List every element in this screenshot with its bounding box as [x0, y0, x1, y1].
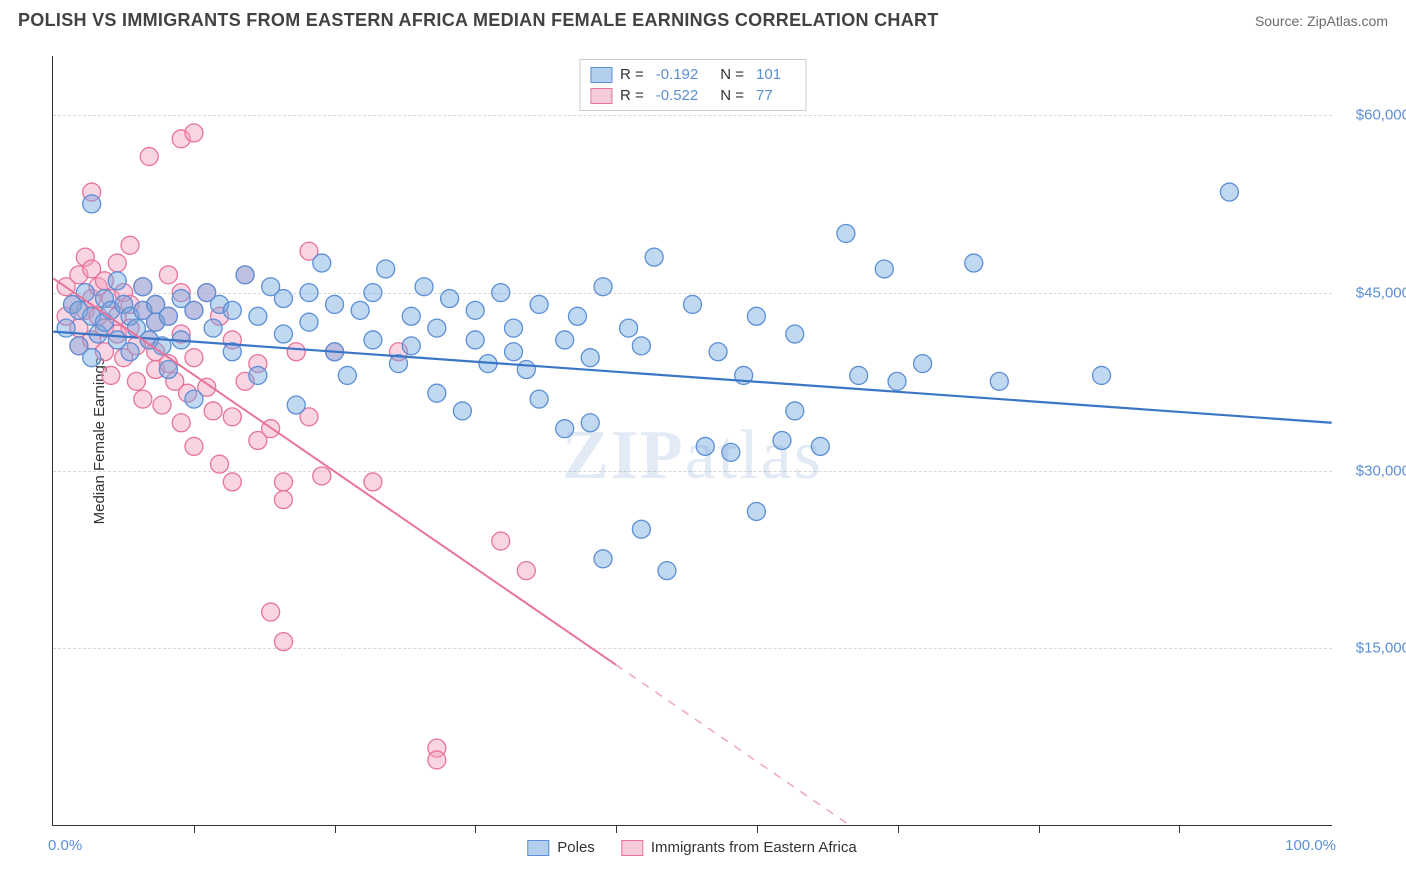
x-tick	[475, 825, 476, 833]
x-axis-label-start: 0.0%	[48, 837, 82, 854]
scatter-plot-svg	[53, 56, 1332, 825]
legend-label: Poles	[557, 839, 595, 856]
y-axis-tick-label: $45,000	[1356, 284, 1406, 301]
legend-bottom: Poles Immigrants from Eastern Africa	[527, 839, 856, 856]
stat-label: R =	[620, 66, 644, 83]
x-tick	[898, 825, 899, 833]
x-tick	[616, 825, 617, 833]
x-tick	[1179, 825, 1180, 833]
x-tick	[757, 825, 758, 833]
legend-stats-row: R = -0.522 N = 77	[590, 85, 795, 106]
legend-swatch-poles	[527, 840, 549, 856]
legend-swatch-immigrants	[590, 88, 612, 104]
x-axis-label-end: 100.0%	[1285, 837, 1336, 854]
stat-n-poles: 101	[756, 66, 781, 83]
chart-container: Median Female Earnings ZIPatlas R = -0.1…	[52, 56, 1332, 826]
chart-title: POLISH VS IMMIGRANTS FROM EASTERN AFRICA…	[18, 10, 939, 31]
plot-area: ZIPatlas R = -0.192 N = 101 R = -0.522 N…	[52, 56, 1332, 826]
stat-n-immigrants: 77	[756, 87, 773, 104]
stat-label: N =	[720, 66, 744, 83]
source-attribution: Source: ZipAtlas.com	[1255, 13, 1388, 29]
legend-item: Poles	[527, 839, 595, 856]
legend-item: Immigrants from Eastern Africa	[621, 839, 857, 856]
stat-r-poles: -0.192	[656, 66, 699, 83]
stat-r-immigrants: -0.522	[656, 87, 699, 104]
legend-stats-row: R = -0.192 N = 101	[590, 64, 795, 85]
legend-swatch-immigrants	[621, 840, 643, 856]
x-tick	[335, 825, 336, 833]
stat-label: N =	[720, 87, 744, 104]
legend-label: Immigrants from Eastern Africa	[651, 839, 857, 856]
legend-swatch-poles	[590, 67, 612, 83]
x-tick	[1039, 825, 1040, 833]
y-axis-tick-label: $60,000	[1356, 107, 1406, 124]
y-axis-tick-label: $30,000	[1356, 462, 1406, 479]
legend-stats-box: R = -0.192 N = 101 R = -0.522 N = 77	[579, 59, 806, 111]
stat-label: R =	[620, 87, 644, 104]
y-axis-tick-label: $15,000	[1356, 640, 1406, 657]
x-tick	[194, 825, 195, 833]
